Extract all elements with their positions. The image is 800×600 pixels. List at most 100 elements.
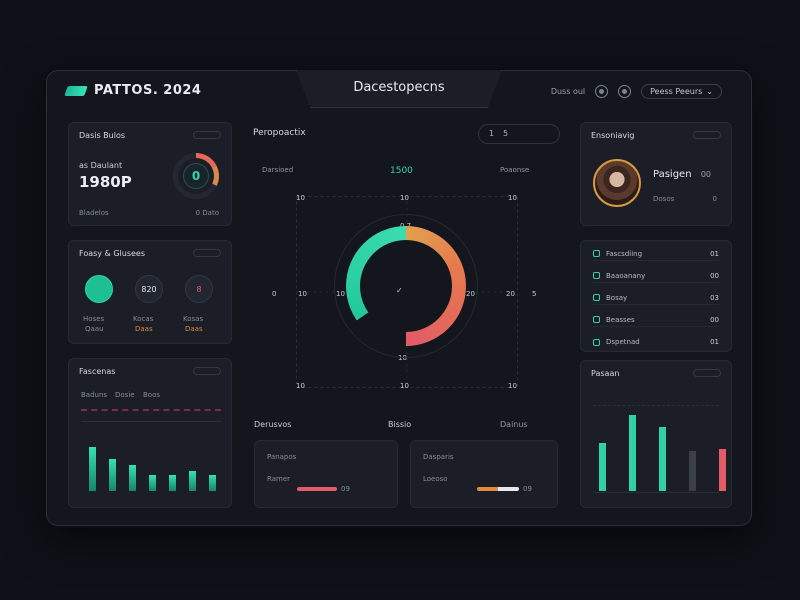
right-chart-menu-button[interactable] xyxy=(693,369,721,377)
profile-name-value: 00 xyxy=(700,170,711,179)
right-chart-bar xyxy=(629,415,636,491)
list-item-label: Beasses xyxy=(606,315,635,324)
widget-label: Kosas xyxy=(183,315,204,323)
metric-card-b-bar xyxy=(477,487,519,491)
right-chart-title: Pasaan xyxy=(591,369,620,378)
center-control-right[interactable]: 5 xyxy=(503,129,509,138)
metric-card-b-label: Loeoso xyxy=(423,475,448,483)
summary-value: 1980P xyxy=(79,173,132,191)
header-tools: Duss oul Peess Peeurs ⌄ xyxy=(551,84,722,99)
list-item[interactable]: Beasses 00 xyxy=(593,313,719,327)
right-chart-bar xyxy=(689,451,696,491)
summary-footer-right: 0 Dato xyxy=(195,209,219,217)
widget-label: Kocas xyxy=(133,315,154,323)
bar-chart-bar xyxy=(109,459,116,491)
bar-chart-card-menu-button[interactable] xyxy=(193,367,221,375)
brand-logo-icon xyxy=(64,85,88,96)
center-control-left[interactable]: 1 xyxy=(489,129,495,138)
bottom-section-right: Dainus xyxy=(500,420,528,429)
widget-sublabel: Daas xyxy=(185,325,203,333)
summary-card-menu-button[interactable] xyxy=(193,131,221,139)
profile-card-title: Ensoniavig xyxy=(591,131,635,140)
list-item-icon xyxy=(593,250,600,257)
summary-ring-value: 0 xyxy=(183,163,209,189)
chart-legend-item: Dosie xyxy=(115,391,135,399)
bar-chart-bar xyxy=(149,475,156,491)
list-item-value: 01 xyxy=(710,338,719,346)
axis-tick: 10 xyxy=(508,382,517,390)
chart-legend-item: Boos xyxy=(143,391,161,399)
axis-tick: 10 xyxy=(296,382,305,390)
list-item-value: 00 xyxy=(710,271,719,280)
search-pill-label: Peess Peeurs xyxy=(650,87,703,96)
widget-value[interactable]: 820 xyxy=(135,275,163,303)
list-item-icon xyxy=(593,316,600,323)
center-controls[interactable]: 1 5 xyxy=(478,124,560,144)
list-item-icon xyxy=(593,294,600,301)
list-card: Fascsdiing 01 Baaoanany 00 Bosay 03 Beasses… xyxy=(580,240,732,352)
page-title: Dacestopecns xyxy=(353,80,445,95)
avatar[interactable] xyxy=(593,159,641,207)
axis-tick: 10 xyxy=(508,194,517,202)
widget-status-icon[interactable] xyxy=(85,275,113,303)
bar-chart-bar xyxy=(169,475,176,491)
profile-sub: Dosos xyxy=(653,195,675,203)
axis-tick: 0 xyxy=(272,290,277,298)
bottom-section-title: Derusvos xyxy=(254,420,292,429)
bar-chart-bar xyxy=(89,447,96,491)
brand[interactable]: PATTOS. 2024 xyxy=(64,83,202,98)
profile-card-menu-button[interactable] xyxy=(693,131,721,139)
list-item-label: Baaoanany xyxy=(606,271,646,280)
bar-chart-bar xyxy=(129,465,136,491)
search-pill[interactable]: Peess Peeurs ⌄ xyxy=(641,84,722,99)
right-chart-card: Pasaan xyxy=(580,360,732,508)
axis-tick: 10 xyxy=(400,194,409,202)
profile-name: Pasigen xyxy=(653,169,692,180)
bar-chart-card-title: Fascenas xyxy=(79,367,116,376)
list-item-value: 00 xyxy=(710,315,719,324)
header-notch xyxy=(296,70,502,108)
list-item-icon xyxy=(593,272,600,279)
right-chart-bar xyxy=(719,449,726,491)
list-item-icon xyxy=(593,338,600,346)
profile-card: Ensoniavig Pasigen 00 Dosos 0 xyxy=(580,122,732,226)
widgets-card: Foasy & Glusees 820 8 Hoses Kocas Kosas … xyxy=(68,240,232,344)
list-item[interactable]: Bosay 03 xyxy=(593,291,719,305)
chart-divider xyxy=(81,421,221,422)
center-left-label: Darsioed xyxy=(262,166,294,174)
metric-card-b-value: 09 xyxy=(523,485,532,493)
center-top-value: 1500 xyxy=(390,166,413,176)
settings-icon[interactable] xyxy=(618,85,632,98)
list-item-label: Bosay xyxy=(606,293,628,302)
summary-footer-left: Bladelos xyxy=(79,209,109,217)
metric-card-a-title: Panapos xyxy=(267,453,297,461)
widgets-card-title: Foasy & Glusees xyxy=(79,249,146,258)
list-item-label: Fascsdiing xyxy=(606,249,643,258)
widget-alert[interactable]: 8 xyxy=(185,275,213,303)
bar-chart-bar xyxy=(189,471,196,491)
bar-chart-card: Fascenas Baduns Dosie Boos xyxy=(68,358,232,508)
axis-tick: 10 xyxy=(296,194,305,202)
progress-gauge xyxy=(346,226,466,346)
list-item[interactable]: Fascsdiing 01 xyxy=(593,247,719,261)
bar-chart-bar xyxy=(209,475,216,491)
header-link[interactable]: Duss oul xyxy=(550,87,586,96)
notification-icon[interactable] xyxy=(595,85,609,98)
metric-card-a-value: 09 xyxy=(341,485,350,493)
list-item[interactable]: Dspetnad 01 xyxy=(593,335,719,349)
widget-label: Hoses xyxy=(83,315,105,323)
summary-subtitle: as Daulant xyxy=(79,161,123,170)
list-item[interactable]: Baaoanany 00 xyxy=(593,269,719,283)
summary-card: Dasis Bulos as Daulant 1980P 0 Bladelos … xyxy=(68,122,232,226)
metric-card-b: Dasparis Loeoso 09 xyxy=(410,440,558,508)
metric-card-a: Panapos Ramer 09 xyxy=(254,440,398,508)
axis-tick: 10 xyxy=(398,354,407,362)
widget-sublabel: Daas xyxy=(135,325,153,333)
axis-tick: 10 xyxy=(298,290,307,298)
brand-name: PATTOS. 2024 xyxy=(94,83,202,98)
check-icon: ✓ xyxy=(396,286,403,295)
chart-legend-item: Baduns xyxy=(81,391,108,399)
chart-threshold-line xyxy=(81,409,221,411)
metric-card-a-label: Ramer xyxy=(267,475,291,483)
widgets-card-menu-button[interactable] xyxy=(193,249,221,257)
